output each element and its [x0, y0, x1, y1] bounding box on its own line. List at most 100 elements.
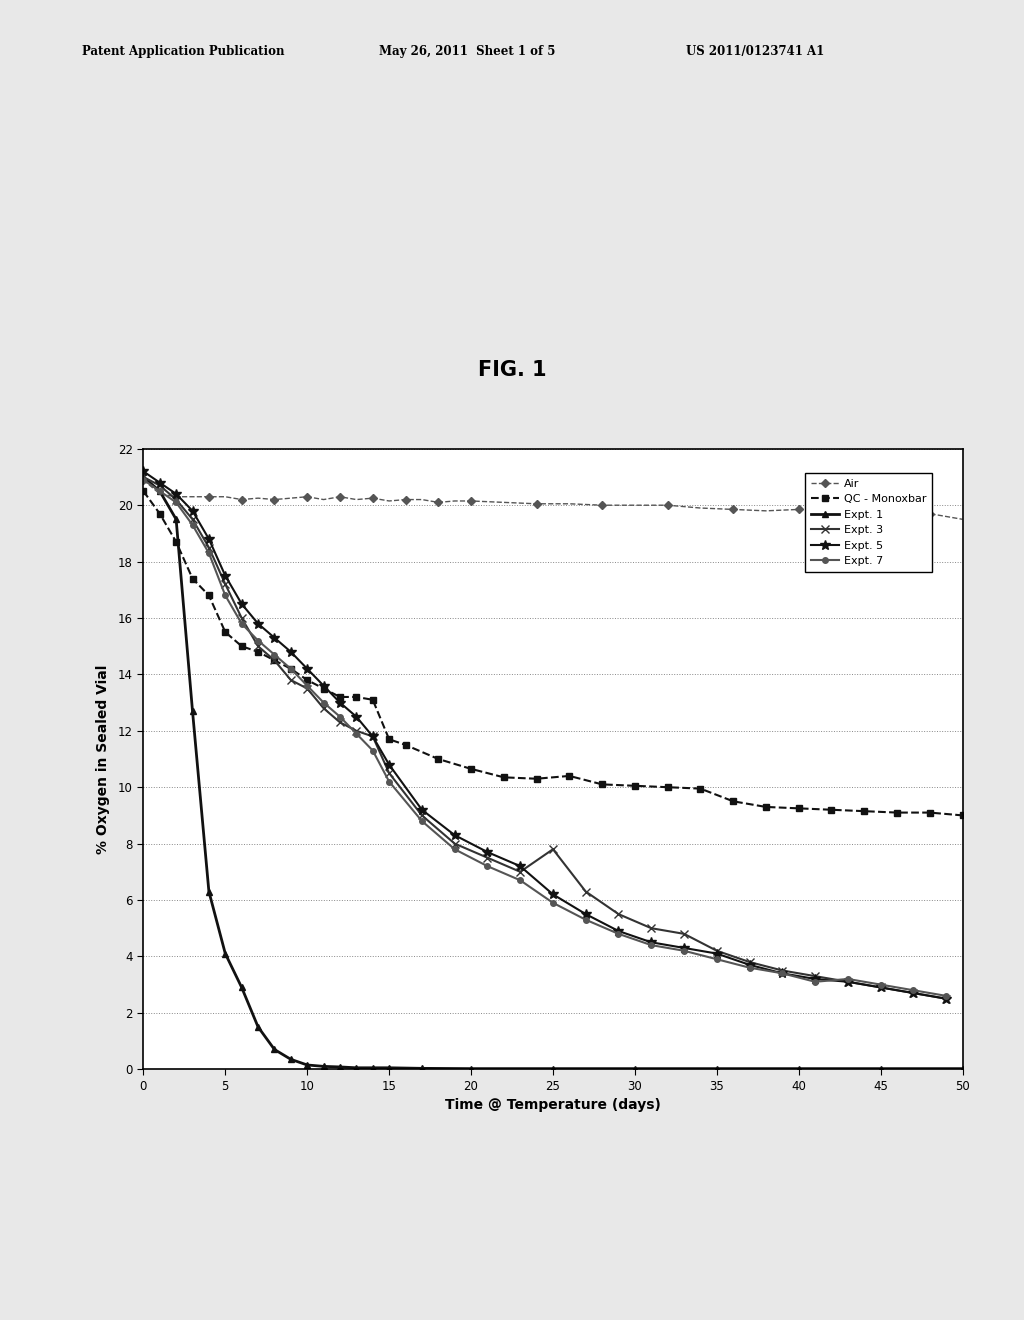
Expt. 1 [465, 1061, 477, 1077]
Expt. 3 [219, 577, 231, 593]
QC - Monoxbar [317, 681, 330, 697]
Expt. 5 [350, 709, 362, 725]
Expt. 7 [350, 726, 362, 742]
Expt. 5 [874, 979, 887, 995]
QC - Monoxbar [530, 771, 543, 787]
Expt. 5 [678, 940, 690, 956]
QC - Monoxbar [137, 483, 150, 499]
Air [563, 496, 575, 512]
Expt. 3 [154, 478, 166, 494]
Expt. 1 [236, 979, 248, 995]
Air [285, 490, 297, 506]
QC - Monoxbar [760, 799, 772, 814]
Expt. 7 [367, 743, 379, 759]
Line: Expt. 3: Expt. 3 [139, 473, 950, 1003]
Expt. 5 [285, 644, 297, 660]
Expt. 5 [252, 615, 264, 631]
QC - Monoxbar [563, 768, 575, 784]
Text: Patent Application Publication: Patent Application Publication [82, 45, 285, 58]
Expt. 3 [743, 954, 756, 970]
Expt. 7 [514, 873, 526, 888]
QC - Monoxbar [891, 805, 903, 821]
QC - Monoxbar [383, 731, 395, 747]
Expt. 3 [383, 766, 395, 781]
QC - Monoxbar [924, 805, 936, 821]
QC - Monoxbar [858, 804, 870, 820]
Air [956, 511, 969, 527]
Expt. 5 [514, 858, 526, 874]
Expt. 1 [170, 511, 182, 527]
Expt. 3 [186, 511, 199, 527]
Air [367, 490, 379, 506]
Expt. 5 [776, 965, 788, 981]
QC - Monoxbar [694, 780, 707, 796]
Expt. 3 [350, 723, 362, 739]
Expt. 1 [793, 1061, 805, 1077]
Air [317, 491, 330, 507]
QC - Monoxbar [186, 570, 199, 586]
Air [252, 490, 264, 506]
Expt. 7 [940, 987, 952, 1003]
Expt. 5 [547, 887, 559, 903]
Expt. 1 [711, 1061, 723, 1077]
Expt. 5 [170, 486, 182, 502]
Expt. 1 [956, 1061, 969, 1077]
Air [137, 473, 150, 488]
Expt. 7 [137, 473, 150, 488]
Expt. 5 [711, 945, 723, 961]
Expt. 5 [301, 661, 313, 677]
Air [170, 488, 182, 504]
Expt. 7 [809, 974, 821, 990]
Air [334, 488, 346, 504]
Expt. 5 [137, 463, 150, 479]
Air [449, 494, 461, 510]
Expt. 3 [367, 729, 379, 744]
Air [858, 506, 870, 521]
QC - Monoxbar [350, 689, 362, 705]
Air [694, 500, 707, 516]
Expt. 3 [317, 701, 330, 717]
Expt. 3 [711, 942, 723, 958]
Air [891, 507, 903, 523]
Expt. 1 [301, 1057, 313, 1073]
Expt. 5 [481, 845, 494, 861]
Air [432, 495, 444, 511]
Expt. 1 [252, 1019, 264, 1035]
Expt. 3 [645, 920, 657, 936]
Expt. 3 [612, 906, 625, 921]
Expt. 1 [186, 704, 199, 719]
Expt. 7 [449, 841, 461, 857]
Expt. 3 [236, 610, 248, 626]
Expt. 3 [776, 962, 788, 978]
QC - Monoxbar [629, 777, 641, 793]
Expt. 5 [268, 630, 281, 645]
Expt. 5 [317, 677, 330, 693]
Air [416, 491, 428, 507]
Expt. 5 [907, 985, 920, 1001]
Expt. 7 [268, 647, 281, 663]
Expt. 5 [612, 923, 625, 939]
Air [465, 494, 477, 510]
Expt. 7 [317, 694, 330, 710]
Expt. 1 [285, 1052, 297, 1068]
Expt. 5 [645, 935, 657, 950]
Expt. 1 [334, 1059, 346, 1074]
Legend: Air, QC - Monoxbar, Expt. 1, Expt. 3, Expt. 5, Expt. 7: Air, QC - Monoxbar, Expt. 1, Expt. 3, Ex… [806, 473, 933, 572]
Expt. 7 [301, 677, 313, 693]
Text: FIG. 1: FIG. 1 [477, 359, 547, 380]
QC - Monoxbar [285, 661, 297, 677]
Expt. 7 [334, 709, 346, 725]
Expt. 3 [842, 974, 854, 990]
Expt. 7 [236, 615, 248, 631]
Expt. 7 [481, 858, 494, 874]
Expt. 5 [236, 597, 248, 612]
Air [154, 486, 166, 502]
QC - Monoxbar [367, 692, 379, 708]
Air [662, 498, 674, 513]
Expt. 5 [334, 694, 346, 710]
QC - Monoxbar [465, 760, 477, 776]
QC - Monoxbar [301, 672, 313, 688]
Y-axis label: % Oxygen in Sealed Vial: % Oxygen in Sealed Vial [95, 664, 110, 854]
Expt. 5 [154, 475, 166, 491]
Expt. 5 [367, 729, 379, 744]
